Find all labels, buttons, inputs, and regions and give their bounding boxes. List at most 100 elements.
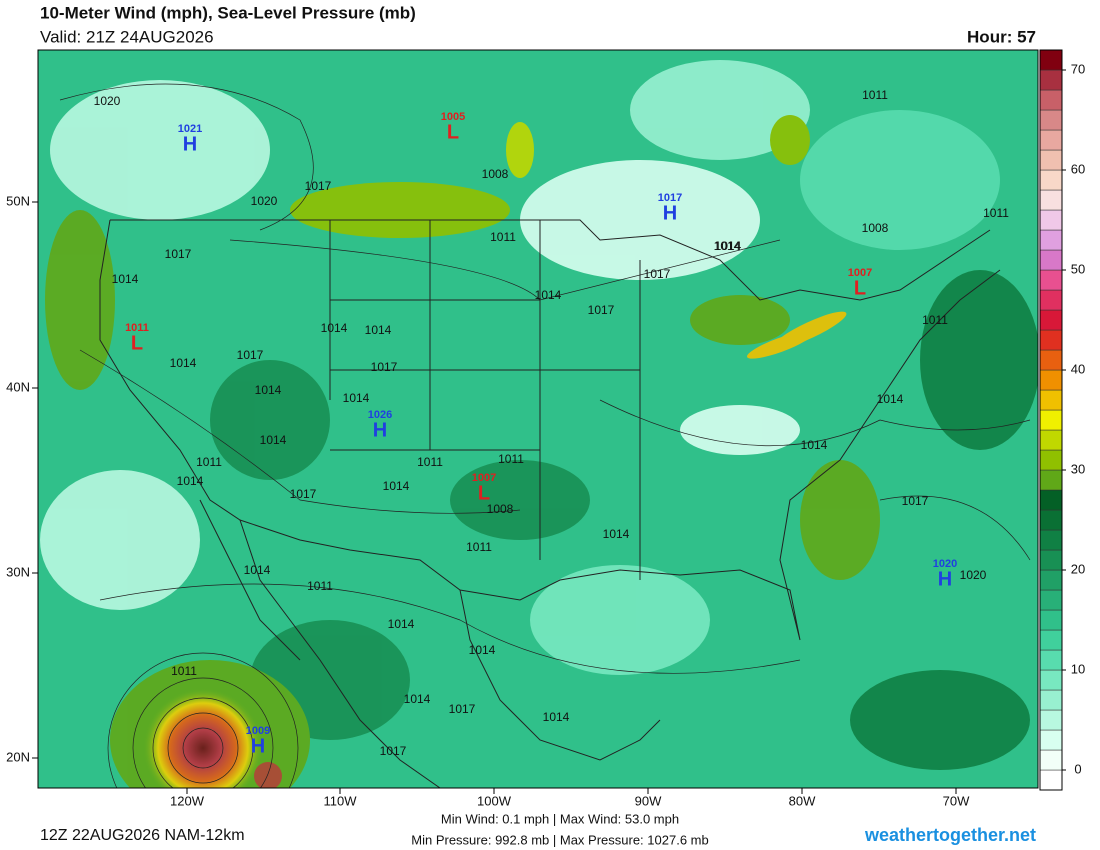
pressure-value: 1005 bbox=[441, 111, 465, 123]
pressure-value: 1026 bbox=[368, 409, 392, 421]
isobar-label: 1017 bbox=[380, 744, 407, 758]
colorbar-frame bbox=[1039, 49, 1063, 791]
pressure-center: H bbox=[938, 568, 952, 590]
isobars bbox=[59, 83, 1031, 788]
lon-label: 90W bbox=[635, 793, 662, 808]
pressure-center: L bbox=[854, 277, 866, 299]
site-credit[interactable]: weathertogether.net bbox=[864, 825, 1036, 845]
pressure-value: 1011 bbox=[125, 322, 149, 334]
isobar-label: 1014 bbox=[715, 239, 742, 253]
isobar-label: 1011 bbox=[862, 88, 888, 102]
pressure-center: L bbox=[131, 332, 143, 354]
pressure-center: H bbox=[373, 419, 387, 441]
colorbar-label: 0 bbox=[1074, 761, 1081, 776]
colorbar-box bbox=[1039, 389, 1063, 411]
title: 10-Meter Wind (mph), Sea-Level Pressure … bbox=[40, 3, 416, 22]
wind-shading bbox=[40, 60, 1038, 788]
isobar-label: 1014 bbox=[112, 272, 139, 286]
colorbar-box bbox=[1039, 529, 1063, 551]
isobar-label: 1014 bbox=[388, 617, 415, 631]
isobar-label: 1014 bbox=[244, 563, 271, 577]
colorbar-box bbox=[1039, 509, 1063, 531]
colorbar-box bbox=[1039, 229, 1063, 251]
model-run: 12Z 22AUG2026 NAM-12km bbox=[40, 827, 245, 844]
colorbar-box bbox=[1039, 749, 1063, 771]
isobar-label: 1020 bbox=[960, 568, 987, 582]
isobar-label: 1014 bbox=[535, 288, 562, 302]
isobar-label: 1017 bbox=[371, 360, 398, 374]
colorbar-box bbox=[1039, 589, 1063, 611]
isobar-label: 1011 bbox=[307, 579, 333, 593]
isobar-label: 1011 bbox=[490, 230, 516, 244]
colorbar-box bbox=[1039, 549, 1063, 571]
isobar-label: 1011 bbox=[498, 452, 524, 466]
forecast-hour: Hour: 57 bbox=[967, 27, 1036, 46]
colorbar-box bbox=[1039, 729, 1063, 751]
pressure-center: H bbox=[251, 735, 265, 757]
colorbar-box bbox=[1039, 269, 1063, 291]
isobar-label: 1011 bbox=[983, 206, 1009, 220]
colorbar-box bbox=[1039, 569, 1063, 591]
isobar-label: 1020 bbox=[251, 194, 278, 208]
colorbar-box bbox=[1039, 629, 1063, 651]
colorbar-box bbox=[1039, 109, 1063, 131]
isobar-label: 1014 bbox=[877, 392, 904, 406]
colorbar-box bbox=[1039, 609, 1063, 631]
isobar-label: 1014 bbox=[543, 710, 570, 724]
colorbar-box bbox=[1039, 329, 1063, 351]
lon-label: 70W bbox=[943, 793, 970, 808]
pressure-center: L bbox=[478, 482, 490, 504]
isobar-label: 1014 bbox=[714, 239, 741, 253]
isobar-label: 1008 bbox=[482, 167, 509, 181]
pressure-center: H bbox=[183, 133, 197, 155]
colorbar-box bbox=[1039, 709, 1063, 731]
isobar-label: 1014 bbox=[404, 692, 431, 706]
lon-label: 100W bbox=[477, 793, 512, 808]
colorbar-label: 10 bbox=[1071, 661, 1085, 676]
colorbar-box bbox=[1039, 189, 1063, 211]
lat-label: 40N bbox=[6, 379, 30, 394]
colorbar-label: 40 bbox=[1071, 361, 1085, 376]
colorbar-box bbox=[1039, 349, 1063, 371]
isobar-label: 1020 bbox=[94, 94, 121, 108]
isobar-label: 1014 bbox=[321, 321, 348, 335]
isobar-label: 1011 bbox=[922, 313, 948, 327]
boundaries bbox=[99, 219, 1001, 788]
isobar-label: 1014 bbox=[177, 474, 204, 488]
colorbar-box bbox=[1039, 149, 1063, 171]
pressure-center: H bbox=[663, 202, 677, 224]
isobar-label: 1011 bbox=[417, 455, 443, 469]
isobar-label: 1017 bbox=[165, 247, 192, 261]
colorbar-box bbox=[1039, 369, 1063, 391]
isobar-label: 1014 bbox=[469, 643, 496, 657]
isobar-label: 1011 bbox=[171, 664, 197, 678]
colorbar-box bbox=[1039, 289, 1063, 311]
lon-label: 110W bbox=[324, 793, 358, 808]
isobar-label: 1017 bbox=[902, 494, 929, 508]
colorbar-box bbox=[1039, 409, 1063, 431]
pressure-stats: Min Pressure: 992.8 mb | Max Pressure: 1… bbox=[411, 832, 708, 847]
colorbar-box bbox=[1039, 69, 1063, 91]
isobar-label: 1014 bbox=[801, 438, 828, 452]
isobar-label: 1014 bbox=[603, 527, 630, 541]
colorbar-box bbox=[1039, 689, 1063, 711]
colorbar-label: 70 bbox=[1071, 61, 1085, 76]
pressure-value: 1020 bbox=[933, 558, 957, 570]
map-frame bbox=[37, 49, 1039, 789]
colorbar-box bbox=[1039, 89, 1063, 111]
lat-label: 50N bbox=[6, 193, 30, 208]
pressure-center: L bbox=[447, 121, 459, 143]
colorbar-box bbox=[1039, 49, 1063, 71]
isobar-label: 1014 bbox=[170, 356, 197, 370]
isobar-label: 1014 bbox=[365, 323, 392, 337]
isobar-label: 1017 bbox=[290, 487, 317, 501]
pressure-value: 1021 bbox=[178, 123, 202, 135]
isobar-label: 1017 bbox=[237, 348, 264, 362]
isobar-label: 1017 bbox=[305, 179, 332, 193]
colorbar-box bbox=[1039, 309, 1063, 331]
pressure-value: 1007 bbox=[472, 472, 496, 484]
map: 1021H1005L1017H1007L1011L1026H1007L1020H… bbox=[38, 50, 1038, 788]
colorbar-box bbox=[1039, 129, 1063, 151]
isobar-label: 1008 bbox=[487, 502, 514, 516]
